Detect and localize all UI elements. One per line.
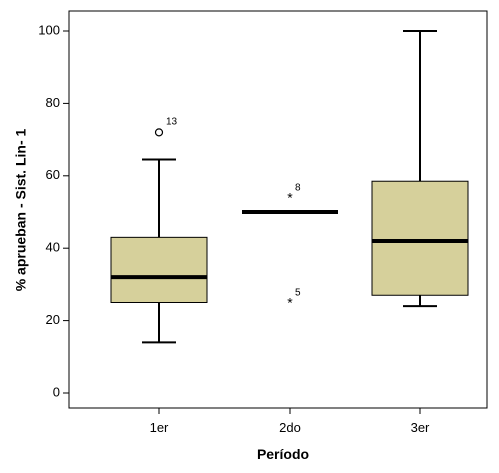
y-tick-label: 60 — [46, 167, 60, 182]
y-tick-label: 40 — [46, 240, 60, 255]
iqr-box — [110, 236, 208, 303]
x-axis: 1er 2do 3er — [150, 408, 430, 435]
outlier-label: 5 — [295, 288, 301, 299]
box-group-3er — [371, 30, 469, 308]
y-tick-label: 100 — [38, 22, 60, 37]
box-group-1er: 13 — [110, 116, 208, 344]
outlier-label: 8 — [295, 183, 301, 194]
outlier-star: * — [287, 295, 293, 311]
outlier-label: 13 — [166, 116, 178, 127]
y-tick-label: 0 — [53, 384, 60, 399]
x-tick-label: 2do — [279, 420, 301, 435]
box-group-2do: *8*5 — [242, 183, 338, 311]
y-axis-title: % aprueban - Sist. Lin- 1 — [13, 129, 29, 292]
x-tick-label: 1er — [150, 420, 169, 435]
iqr-box — [371, 180, 469, 296]
x-tick-label: 3er — [411, 420, 430, 435]
y-tick-label: 80 — [46, 95, 60, 110]
boxes-layer: 13*8*5 — [110, 30, 469, 344]
outlier-star: * — [287, 190, 293, 206]
y-tick-label: 20 — [46, 312, 60, 327]
y-axis: 0 20 40 60 80 100 — [38, 22, 69, 399]
x-axis-title: Período — [257, 446, 309, 462]
outlier-circle — [154, 128, 164, 137]
